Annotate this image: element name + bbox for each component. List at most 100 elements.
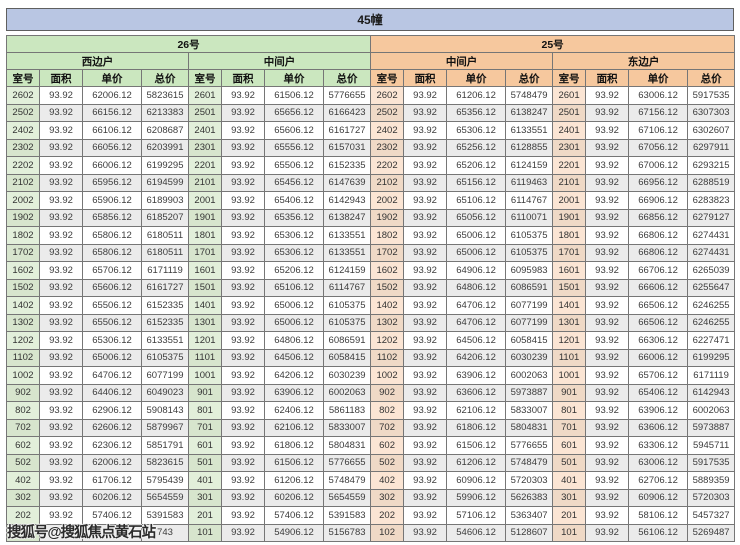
unit-price-cell: 62106.12 — [264, 418, 324, 437]
room-number-cell: 1302 — [370, 313, 405, 332]
total-price-cell: 6142943 — [687, 383, 736, 402]
area-cell: 93.92 — [39, 156, 83, 175]
total-price-cell: 6246255 — [687, 313, 736, 332]
total-price-cell: 5748479 — [505, 453, 554, 472]
total-price-cell: 5720303 — [687, 488, 736, 507]
building-title-bar: 45幢 — [6, 8, 734, 31]
area-cell: 93.92 — [403, 471, 448, 490]
total-price-cell: 6157031 — [322, 138, 372, 157]
area-cell: 93.92 — [403, 366, 448, 385]
room-number-cell: 2201 — [552, 156, 587, 175]
total-price-cell: 6086591 — [322, 331, 372, 350]
col-header-total-price: 总价 — [505, 69, 554, 87]
unit-price-cell: 65206.12 — [446, 156, 507, 175]
unit-price-cell: 65956.12 — [82, 173, 142, 192]
unit-price-cell: 63306.12 — [628, 436, 689, 455]
room-number-cell: 2401 — [552, 121, 587, 140]
area-cell: 93.92 — [39, 488, 83, 507]
total-price-cell: 6171119 — [141, 261, 189, 280]
area-cell: 93.92 — [39, 366, 83, 385]
room-number-cell: 1101 — [552, 348, 587, 367]
total-price-cell: 5833007 — [505, 401, 554, 420]
area-cell: 93.92 — [221, 523, 265, 542]
unit-price-cell: 64906.12 — [446, 261, 507, 280]
col-header-unit-price: 单价 — [264, 69, 324, 87]
area-cell: 93.92 — [585, 331, 630, 350]
area-cell: 93.92 — [39, 313, 83, 332]
room-number-cell: 801 — [188, 401, 222, 420]
room-number-cell: 701 — [188, 418, 222, 437]
unit-price-cell: 65906.12 — [82, 191, 142, 210]
unit-price-cell: 62106.12 — [446, 401, 507, 420]
table-row: 2502 93.92 66156.12 6213383 2501 93.92 65656.1… — [6, 103, 736, 122]
unit-price-cell: 63906.12 — [446, 366, 507, 385]
unit-price-cell: 65856.12 — [82, 208, 142, 227]
area-cell: 93.92 — [403, 86, 448, 105]
table-row: 202 93.92 57406.12 5391583 201 93.92 57406.12 5… — [6, 506, 736, 525]
area-cell: 93.92 — [403, 278, 448, 297]
col-header-room: 室号 — [552, 69, 587, 87]
unit-price-cell: 64206.12 — [264, 366, 324, 385]
total-price-cell: 6199295 — [141, 156, 189, 175]
total-price-cell: 5804831 — [322, 436, 372, 455]
total-price-cell: 6161727 — [141, 278, 189, 297]
room-number-cell: 1102 — [370, 348, 405, 367]
area-cell: 93.92 — [585, 173, 630, 192]
unit-price-cell: 64706.12 — [82, 366, 142, 385]
unit-price-cell: 66506.12 — [628, 313, 689, 332]
area-cell: 93.92 — [403, 331, 448, 350]
room-number-cell: 2301 — [188, 138, 222, 157]
unit-price-cell: 62306.12 — [82, 436, 142, 455]
total-price-cell: 6086591 — [505, 278, 554, 297]
area-cell: 93.92 — [585, 453, 630, 472]
area-cell: 93.92 — [39, 261, 83, 280]
area-cell: 93.92 — [39, 296, 83, 315]
total-price-cell: 6283823 — [687, 191, 736, 210]
total-price-cell: 5823615 — [141, 453, 189, 472]
unit-price-cell: 66806.12 — [628, 226, 689, 245]
total-price-cell: 743 — [141, 523, 189, 542]
room-number-cell: 2102 — [6, 173, 40, 192]
room-number-cell: 2101 — [552, 173, 587, 192]
area-cell: 93.92 — [585, 86, 630, 105]
area-cell: 93.92 — [221, 383, 265, 402]
room-number-cell: 1402 — [370, 296, 405, 315]
area-cell: 93.92 — [585, 243, 630, 262]
room-number-cell: 1802 — [6, 226, 40, 245]
total-price-cell: 6246255 — [687, 296, 736, 315]
total-price-cell: 6199295 — [687, 348, 736, 367]
unit-price-cell: 64406.12 — [82, 383, 142, 402]
total-price-cell: 6274431 — [687, 243, 736, 262]
col-header-room: 室号 — [6, 69, 40, 87]
area-cell: 93.92 — [403, 156, 448, 175]
area-cell: 93.92 — [39, 278, 83, 297]
area-cell: 93.92 — [403, 138, 448, 157]
room-number-cell: 2402 — [370, 121, 405, 140]
total-price-cell: 5748479 — [505, 86, 554, 105]
total-price-cell: 6227471 — [687, 331, 736, 350]
room-number-cell: 1101 — [188, 348, 222, 367]
total-price-cell: 6077199 — [141, 366, 189, 385]
unit-price-cell: 65706.12 — [82, 261, 142, 280]
room-number-cell: 601 — [552, 436, 587, 455]
unit-price-cell: 66956.12 — [628, 173, 689, 192]
room-number-cell: 401 — [552, 471, 587, 490]
unit-price-cell: 64706.12 — [446, 296, 507, 315]
room-number-cell: 2401 — [188, 121, 222, 140]
room-number-cell: 101 — [188, 523, 222, 542]
area-cell: 93.92 — [39, 86, 83, 105]
total-price-cell: 6105375 — [322, 296, 372, 315]
room-number-cell: 1201 — [188, 331, 222, 350]
room-number-cell: 1401 — [552, 296, 587, 315]
price-table-header: 26号 25号 西边户 中间户 中间户 东边户 室号 面积 单价 总价 室号 面… — [5, 35, 736, 87]
unit-price-cell: 65006.12 — [446, 243, 507, 262]
price-table: 26号 25号 西边户 中间户 中间户 东边户 室号 面积 单价 总价 室号 面… — [5, 35, 736, 542]
room-number-cell: 202 — [370, 506, 405, 525]
unit-price-cell: 63606.12 — [446, 383, 507, 402]
table-row: 2402 93.92 66106.12 6208687 2401 93.92 65606.1… — [6, 121, 736, 140]
watermark-text: 搜狐号@搜狐焦点黄石站 — [7, 525, 156, 541]
area-cell: 93.92 — [39, 401, 83, 420]
total-price-cell: 6180511 — [141, 226, 189, 245]
unit-price-cell: 64706.12 — [446, 313, 507, 332]
total-price-cell: 6152335 — [141, 313, 189, 332]
